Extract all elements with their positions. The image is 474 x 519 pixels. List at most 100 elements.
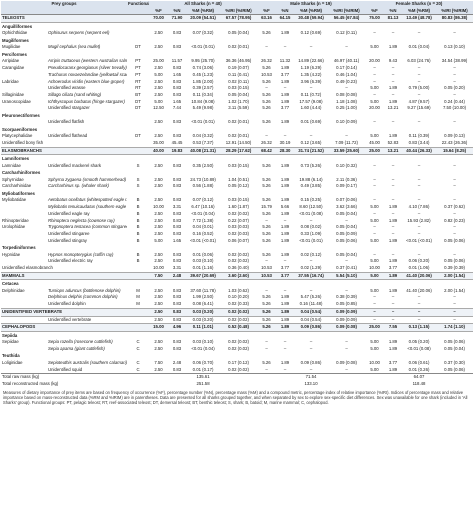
order-heading: Teuthida (2, 353, 20, 359)
value-cell: 0.09 (0.17) (336, 183, 357, 189)
value-cell: – (283, 339, 287, 345)
value-cell: 0.10 (0.32) (336, 162, 357, 168)
functional-group: C (136, 366, 140, 372)
value-cell: 10.00 (369, 265, 380, 271)
value-cell: 2.50 (154, 230, 163, 236)
value-cell: – (373, 183, 376, 189)
value-cell: 13.21 (387, 105, 399, 111)
value-cell: – (417, 91, 421, 97)
order-heading: Cetacea (2, 281, 19, 287)
value-cell: – (309, 217, 313, 223)
value-cell: 0.03 (0.10) (192, 339, 214, 345)
value-cell: – (283, 287, 287, 293)
value-cell: 5.26 (262, 30, 271, 36)
value-cell: 1.89 (388, 345, 398, 351)
value-cell: 25.00 (153, 58, 164, 64)
value-cell: 2.50 (154, 316, 163, 322)
table-row: Myliobatiformes (1, 190, 473, 197)
value-cell: 0.83 (3.44) (408, 140, 430, 146)
value-cell: 6.47 (10.16) (191, 204, 215, 210)
functional-group: B (136, 224, 140, 230)
value-cell: 0.02 (0.02) (220, 307, 258, 317)
value-cell: 3.62 (3.66) (336, 204, 357, 210)
value-cell: – (417, 230, 421, 236)
value-cell: – (373, 251, 376, 257)
value-cell: 0.03 (0.15) (228, 162, 249, 168)
value-cell: 10.00 (153, 265, 164, 271)
subheader-cell: %N (276, 7, 295, 16)
value-cell: 5.26 (262, 301, 271, 307)
value-cell: 1.89 (280, 237, 290, 243)
value-cell: – (265, 287, 268, 293)
prey-taxon: Sepia rozella (rosecone cuttlefish) (48, 339, 113, 345)
table-row: MAMMALS 7.50 2.48 39.67 (20.69) 3.60 (2.60) 1… (1, 271, 474, 281)
prey-group (1, 105, 47, 112)
prey-group: Myliobatidae (2, 197, 27, 203)
table-row: Arripidae Arripis truttaceus (western Aus… (1, 58, 473, 65)
value-cell: 0.83 (172, 119, 182, 125)
value-cell: <0.01 (<0.01) (190, 237, 216, 243)
value-cell: 3.77 (276, 271, 295, 281)
value-cell: 39.67 (20.69) (186, 271, 221, 281)
table-row: Myliobatis tenuicaudatus (southern eagle… (1, 204, 473, 211)
value-cell: 40.44 (26.33) (402, 146, 437, 156)
prey-group (1, 238, 47, 245)
prey-group: Hypnidae (2, 251, 21, 257)
value-cell: 0.49 (3.85) (300, 183, 322, 189)
table-row: Trachurus novaezelandiae (yellowtail sca… (1, 72, 473, 79)
value-cell: 0.83 (172, 294, 182, 300)
value-cell: 5.00 (370, 85, 379, 91)
value-cell: – (265, 366, 268, 372)
value-cell: 17.57 (9.08) (299, 98, 323, 104)
value-cell: 0.01 (0.04) (408, 44, 430, 50)
value-cell: – (391, 230, 395, 236)
header-cell (1, 7, 150, 16)
value-cell: 30.48 (59.94) (294, 14, 329, 24)
value-cell: 0.17 (0.12) (228, 359, 249, 365)
table-row: Unidentified flatfish 2.50 0.83 <0.01 (0.01… (1, 119, 473, 126)
value-cell: – (345, 133, 348, 139)
value-cell: 0.11 (0.34) (192, 91, 214, 97)
value-cell: 71.54 (294, 373, 329, 382)
value-cell: – (453, 224, 456, 230)
value-cell: 63.16 (257, 14, 277, 24)
functional-group: B (136, 258, 140, 264)
value-cell: 0.02 (0.02) (228, 258, 249, 264)
prey-group: Loliginidae (2, 359, 23, 365)
value-cell: – (391, 71, 395, 77)
value-cell: 0.15 (0.25) (300, 197, 322, 203)
value-cell: – (417, 119, 421, 125)
value-cell: 5.26 (262, 176, 271, 182)
value-cell: 1.89 (280, 98, 290, 104)
value-cell: 9.95 (25.70) (191, 58, 215, 64)
value-cell: 0.83 (172, 162, 182, 168)
value-cell: 0.33 (1.09) (300, 230, 322, 236)
value-cell: 1.02 (1.70) (228, 98, 249, 104)
prey-group: Sepiidae (2, 339, 19, 345)
value-cell (436, 381, 473, 388)
value-cell: 5.00 (370, 44, 379, 50)
value-cell: 2.00 (1.54) (444, 287, 465, 293)
value-cell (328, 381, 365, 388)
value-cell: 133.10 (304, 381, 318, 387)
subheader-cell: %M (%RM) (402, 7, 437, 16)
value-cell: – (391, 224, 395, 230)
value-cell: – (391, 251, 395, 257)
value-cell: 37.60 (11.78) (190, 287, 216, 293)
prey-group: Platycephalidae (2, 133, 33, 139)
value-cell: <0.01 (0.01) (299, 237, 323, 243)
prey-group: CEPHALOPODS (1, 323, 150, 332)
value-cell: 0.02 (0.33) (228, 301, 249, 307)
value-cell: 1.89 (388, 44, 398, 50)
value-cell: – (453, 78, 456, 84)
value-cell: 2.50 (154, 258, 163, 264)
prey-taxon: Achoerodus viridis (eastern blue groper) (48, 78, 125, 84)
value-cell: – (309, 258, 313, 264)
functional-group: DT (135, 105, 141, 111)
subheader-cell: %IRI (%IRIM) (436, 7, 474, 16)
functional-group: B (136, 237, 140, 243)
prey-taxon: Unidentified wrasse (48, 85, 86, 91)
value-cell: 24.73 (10.89) (190, 176, 216, 182)
value-cell: 1.89 (280, 251, 290, 257)
value-cell: 1.89 (388, 217, 398, 223)
